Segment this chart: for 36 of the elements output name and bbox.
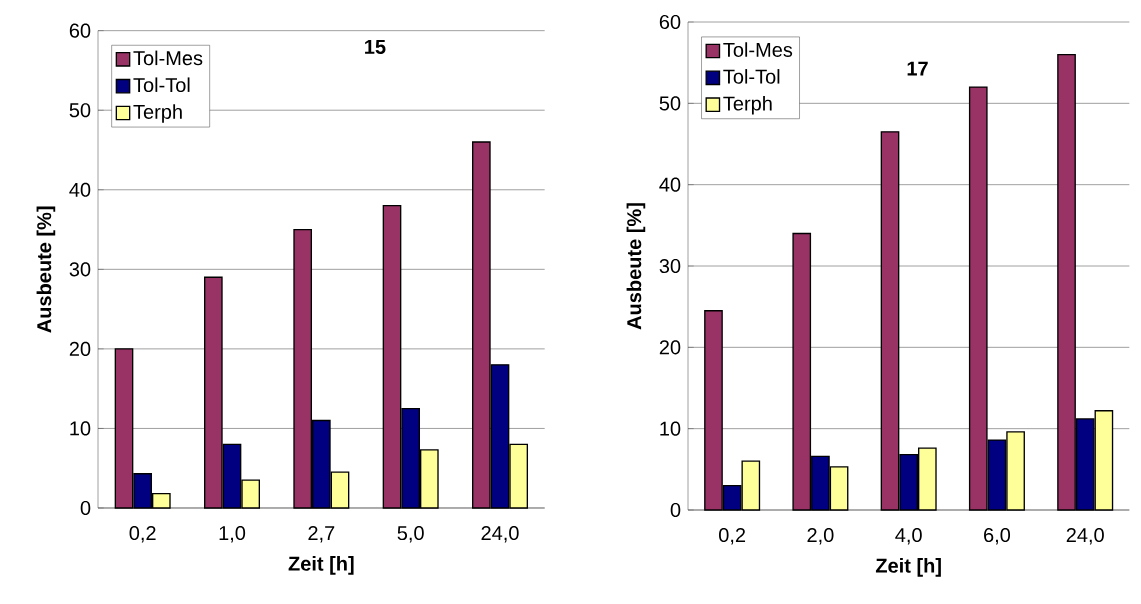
- legend-label: Tol-Mes: [133, 50, 203, 66]
- chart-title: 15: [365, 39, 386, 54]
- y-tick-label: 30: [69, 262, 91, 277]
- x-tick-label: 24,0: [481, 525, 519, 543]
- legend-label: Tol-Tol: [723, 69, 780, 84]
- y-tick-label: 10: [660, 421, 681, 436]
- y-tick-label: 40: [69, 182, 91, 197]
- y-axis-title: Ausbeute [%]: [626, 203, 646, 330]
- x-tick-label: 0,2: [719, 527, 746, 545]
- x-axis-title: Zeit [h]: [875, 558, 941, 577]
- y-tick-label: 20: [659, 340, 681, 355]
- x-tick-label: 6,0: [984, 527, 1011, 545]
- x-tick-label: 1,0: [219, 525, 246, 543]
- y-tick-label: 60: [69, 23, 91, 38]
- y-tick-label: 0: [670, 502, 681, 518]
- legend-label: Tol-Tol: [133, 77, 190, 93]
- x-tick-label: 24,0: [1066, 527, 1104, 545]
- y-tick-label: 50: [69, 103, 91, 118]
- y-axis-title: Ausbeute [%]: [36, 206, 56, 333]
- legend-label: Terph: [133, 104, 182, 123]
- y-tick-label: 20: [69, 341, 91, 356]
- y-tick-label: 40: [659, 177, 681, 192]
- x-tick-label: 2,0: [807, 527, 834, 545]
- legend-label: Terph: [723, 95, 772, 115]
- y-tick-label: 0: [80, 500, 91, 516]
- x-tick-label: 4,0: [895, 527, 922, 545]
- y-tick-label: 10: [70, 421, 91, 436]
- legend-label: Tol-Mes: [723, 42, 793, 57]
- x-tick-label: 2,7: [308, 525, 335, 543]
- x-tick-label: 5,0: [397, 525, 424, 543]
- text: 17: [907, 61, 928, 76]
- x-tick-label: 0,2: [129, 525, 156, 543]
- y-tick-label: 50: [659, 96, 681, 111]
- y-tick-label: 30: [659, 258, 681, 274]
- y-tick-label: 60: [659, 14, 681, 30]
- x-axis-title: Zeit [h]: [288, 556, 354, 575]
